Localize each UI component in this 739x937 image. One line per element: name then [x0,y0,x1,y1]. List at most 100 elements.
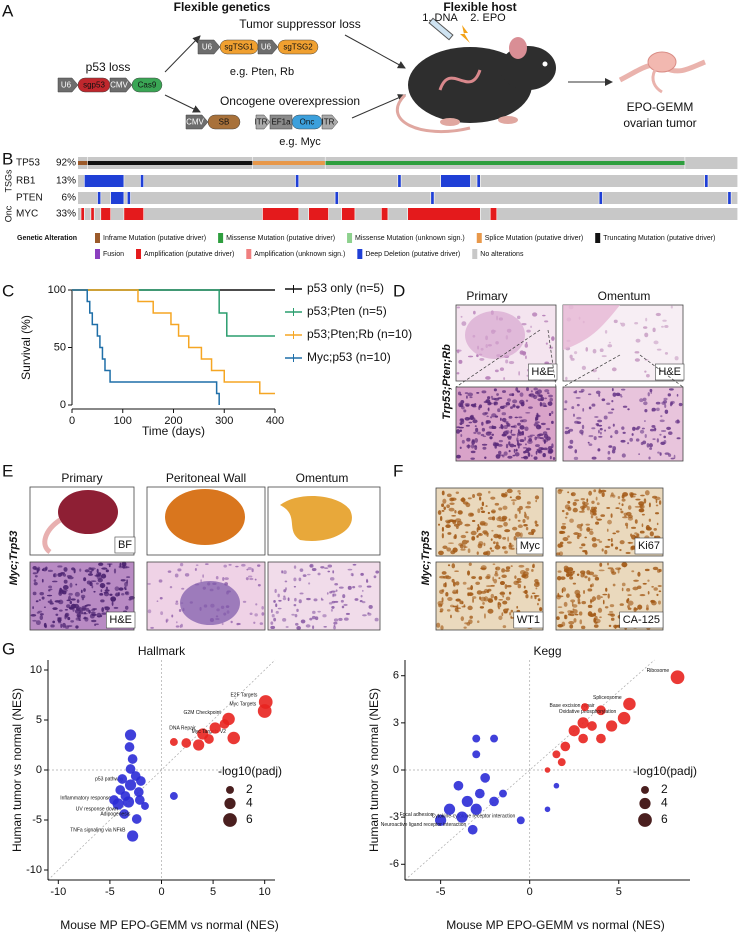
cell [529,434,536,437]
cell [228,563,232,566]
cell [634,505,641,508]
alteration-cell [685,157,738,169]
cell [374,617,379,622]
cell [490,584,495,587]
cell [512,501,515,506]
cell [642,326,648,329]
cell [658,500,662,505]
cell [122,565,126,569]
cell [587,604,593,608]
legend-label: Missense Mutation (putative driver) [226,235,335,242]
cell [644,568,650,572]
cell [664,352,669,355]
cell [343,603,348,607]
point [125,764,136,774]
cell [596,502,600,506]
cell [479,606,485,609]
cell [569,439,574,444]
cell [311,567,317,572]
cell [525,505,532,509]
cell [563,601,568,607]
cell [594,576,600,581]
cell [503,608,509,613]
mutation [325,161,685,165]
cell [543,447,548,451]
cell [585,347,589,352]
cell [73,568,76,574]
cell [477,620,480,624]
point [227,731,240,745]
result-label: EPO-GEMM [627,100,694,114]
cell [177,568,182,572]
cell [632,586,639,591]
cell [459,403,464,408]
cell [494,502,500,506]
cell [663,440,667,444]
part-label: U6 [261,43,272,52]
cell [587,577,591,582]
cell [361,601,366,604]
cell [501,568,506,573]
cell [106,563,113,565]
cell [296,608,299,612]
cell [663,397,668,401]
point [443,803,456,815]
cell [621,503,624,507]
cell [467,392,473,397]
cell [586,570,591,575]
cell [492,576,495,582]
cell [573,391,577,394]
cell [514,416,519,419]
cell [506,488,513,494]
cell [612,583,616,587]
tag-box [655,363,685,381]
cell [147,582,151,585]
cell [642,440,647,445]
point [623,697,636,711]
cell [510,615,513,619]
cell [637,571,641,577]
cell [502,536,507,540]
cell [352,585,356,589]
cell [676,393,679,397]
cell [479,596,482,600]
cell [627,516,634,521]
construct-example: e.g. Pten, Rb [230,66,294,78]
cell [62,590,67,595]
point [141,802,149,810]
cell [496,393,499,396]
cell [612,446,617,451]
cell [587,611,593,617]
cell [588,406,592,410]
cell [589,530,594,536]
point-label: Ribosome [647,668,670,674]
cell [338,586,344,589]
cell [626,588,631,592]
cell [505,401,511,406]
cell [509,542,512,545]
panel-letter: B [2,149,13,168]
cell [254,613,258,617]
cell [275,603,278,608]
cell [39,591,45,596]
cell [581,507,585,512]
alteration-cell [78,208,81,220]
cell [246,568,249,571]
cell [439,610,443,613]
alteration-cell [111,208,124,220]
cell [150,626,154,629]
cell [673,454,676,459]
cell [571,406,575,410]
cell [570,599,576,603]
cell [105,586,108,590]
cell [498,450,502,455]
cell [597,607,603,613]
part-label: CMV [186,118,204,127]
alteration-cell [708,175,738,187]
zoom-line [455,329,541,388]
cell [494,415,499,418]
cell [604,549,608,555]
size-legend-circle [226,786,234,794]
cell [591,368,597,373]
